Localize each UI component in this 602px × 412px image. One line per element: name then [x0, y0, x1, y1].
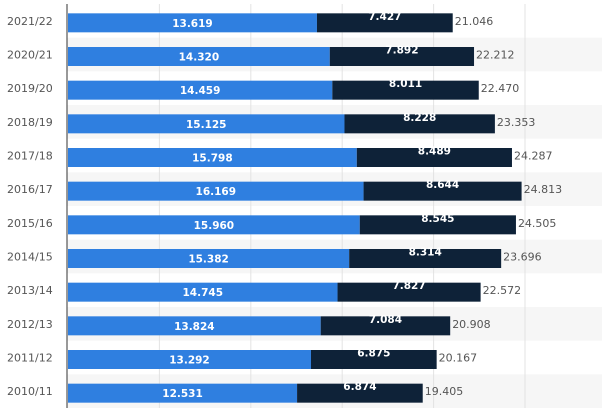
- data-label: 8.228: [403, 112, 436, 124]
- total-label: 24.287: [514, 150, 553, 163]
- category-label: 2012/13: [7, 318, 53, 331]
- data-label: 15.382: [188, 254, 229, 266]
- data-label: 8.314: [409, 247, 442, 259]
- bar-segment-1: [68, 80, 333, 100]
- total-label: 20.908: [452, 318, 491, 331]
- bar-segment-1: [68, 114, 345, 134]
- data-label: 13.824: [174, 321, 215, 333]
- data-label: 7.427: [368, 11, 401, 23]
- bar-segment-2: [310, 350, 437, 369]
- bar-segment-1: [68, 215, 360, 235]
- data-label: 7.892: [385, 45, 418, 57]
- total-label: 21.046: [455, 15, 494, 28]
- bar-segment-2: [356, 148, 512, 167]
- category-label: 2021/22: [7, 15, 53, 28]
- total-label: 22.470: [481, 82, 520, 95]
- category-label: 2013/14: [7, 284, 53, 297]
- data-label: 15.798: [192, 153, 233, 165]
- data-label: 8.545: [421, 213, 454, 225]
- category-label: 2020/21: [7, 49, 53, 62]
- total-label: 24.505: [518, 217, 557, 230]
- category-label: 2011/12: [7, 352, 53, 365]
- bar-segment-2: [297, 383, 423, 403]
- bar-segment-2: [332, 80, 479, 100]
- bar-segment-2: [349, 249, 502, 268]
- bar-segment-1: [68, 148, 357, 167]
- bar-segment-1: [68, 181, 364, 201]
- total-label: 23.353: [497, 116, 535, 129]
- bar-segment-1: [68, 47, 330, 66]
- bar-segment-2: [359, 215, 516, 235]
- bar-segment-1: [68, 13, 317, 33]
- data-label: 12.531: [162, 388, 203, 400]
- bar-segment-1: [68, 249, 350, 268]
- total-label: 19.405: [425, 385, 464, 398]
- category-label: 2016/17: [7, 183, 53, 196]
- data-label: 15.125: [186, 119, 227, 131]
- data-label: 14.745: [183, 287, 224, 299]
- data-label: 8.011: [389, 78, 422, 90]
- data-label: 7.084: [369, 314, 402, 326]
- data-label: 8.489: [418, 146, 451, 158]
- total-label: 20.167: [439, 352, 478, 365]
- total-label: 22.572: [483, 284, 522, 297]
- bar-segment-2: [344, 114, 495, 134]
- bar-segment-2: [316, 13, 453, 33]
- bar-segment-1: [68, 282, 338, 302]
- category-label: 2018/19: [7, 116, 53, 129]
- bar-segment-2: [320, 316, 451, 336]
- data-label: 7.827: [392, 280, 425, 292]
- data-label: 14.320: [179, 52, 220, 64]
- bar-segment-2: [363, 181, 522, 201]
- data-label: 13.292: [169, 355, 210, 367]
- category-label: 2017/18: [7, 150, 53, 163]
- total-label: 24.813: [524, 183, 563, 196]
- bar-segment-1: [68, 350, 311, 369]
- bar-segment-2: [337, 282, 481, 302]
- bar-segment-1: [68, 383, 298, 403]
- data-label: 15.960: [194, 220, 235, 232]
- data-label: 8.644: [426, 179, 459, 191]
- data-label: 14.459: [180, 85, 221, 97]
- category-label: 2014/15: [7, 251, 53, 264]
- category-label: 2010/11: [7, 385, 53, 398]
- bar-segment-1: [68, 316, 321, 336]
- bar-segment-2: [329, 47, 475, 66]
- data-label: 6.875: [357, 348, 390, 360]
- total-label: 23.696: [503, 251, 541, 264]
- total-label: 22.212: [476, 49, 515, 62]
- category-label: 2019/20: [7, 82, 53, 95]
- data-label: 6.874: [343, 381, 376, 393]
- data-label: 16.169: [196, 186, 237, 198]
- data-label: 13.619: [172, 18, 213, 30]
- category-label: 2015/16: [7, 217, 53, 230]
